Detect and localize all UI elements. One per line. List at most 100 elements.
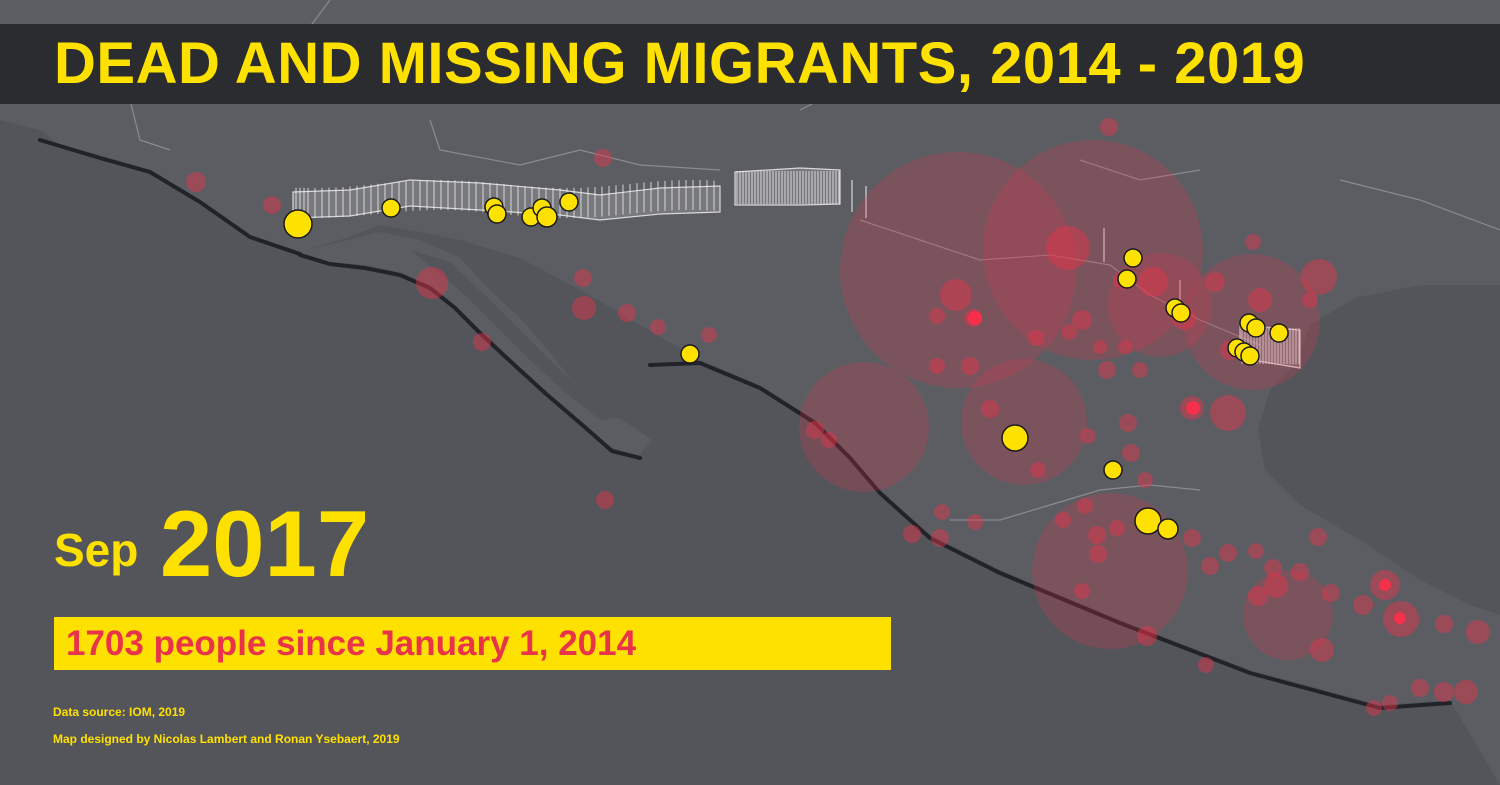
incident-circle	[574, 269, 592, 287]
incident-circle	[934, 504, 950, 520]
incident-circle	[806, 421, 824, 439]
incident-circle	[1118, 340, 1132, 354]
incident-circle	[931, 529, 949, 547]
incident-circle	[1183, 529, 1201, 547]
incident-circle	[596, 491, 614, 509]
incident-circle	[1088, 526, 1106, 544]
incident-circle	[1138, 267, 1168, 297]
current-incident-circle	[1117, 269, 1137, 289]
current-incident-circle	[680, 344, 700, 364]
incident-circle	[1434, 682, 1454, 702]
current-incident-circle	[559, 192, 579, 212]
incident-hotspot	[968, 311, 982, 325]
incident-circle	[1119, 414, 1137, 432]
current-incident-circle	[1240, 346, 1260, 366]
incident-circle	[1122, 444, 1140, 462]
current-month: Sep	[54, 524, 139, 576]
incident-circle	[1301, 259, 1337, 295]
incident-circle	[1291, 563, 1309, 581]
incident-circle	[1109, 520, 1125, 536]
incident-circle	[1046, 226, 1090, 270]
current-incident-circle	[536, 206, 558, 228]
incident-circle-large	[840, 152, 1076, 388]
incident-circle	[701, 327, 717, 343]
incident-circle	[961, 357, 979, 375]
incident-circle	[1077, 498, 1093, 514]
incident-circle	[929, 308, 945, 324]
coastline	[38, 138, 1452, 711]
incident-circle	[1055, 512, 1071, 528]
incident-circle	[1205, 272, 1225, 292]
summary-count: 1703 people since January 1, 2014	[66, 624, 637, 663]
incident-circle	[1028, 330, 1044, 346]
incident-circle	[1245, 234, 1261, 250]
incident-circle-large	[1032, 493, 1188, 649]
current-incident-circle	[1134, 507, 1162, 535]
incident-circle-large	[961, 359, 1087, 485]
data-source-credit: Data source: IOM, 2019	[53, 705, 186, 719]
incident-circle	[1093, 340, 1107, 354]
incident-circle-large	[1243, 570, 1333, 660]
incident-circle	[416, 267, 448, 299]
current-incident-circle	[381, 198, 401, 218]
incident-circle	[1089, 545, 1107, 563]
incident-circle	[1264, 574, 1288, 598]
incident-circle	[263, 196, 281, 214]
current-incident-circle	[1123, 248, 1143, 268]
page-title: DEAD AND MISSING MIGRANTS, 2014 - 2019	[54, 31, 1306, 96]
incident-hotspot	[1394, 612, 1406, 624]
incident-circle	[1210, 395, 1246, 431]
current-incident-circle	[1103, 460, 1123, 480]
incident-circle	[821, 432, 837, 448]
incident-circle	[1411, 679, 1429, 697]
incident-circle	[1061, 324, 1077, 340]
incident-circle	[1080, 428, 1096, 444]
past-incidents	[186, 118, 1490, 716]
incident-circle	[1435, 615, 1453, 633]
incident-circle	[1201, 557, 1219, 575]
title-bar	[0, 24, 1500, 104]
current-incident-circle	[487, 204, 507, 224]
incident-hotspot	[1379, 579, 1391, 591]
incident-circle	[1072, 310, 1092, 330]
incident-circle	[650, 319, 666, 335]
incident-circle	[1248, 543, 1264, 559]
incident-circle	[1248, 288, 1272, 312]
current-incident-circle	[1246, 318, 1266, 338]
incident-circle	[618, 304, 636, 322]
incident-circle	[1074, 583, 1090, 599]
incident-circle	[1198, 657, 1214, 673]
current-incident-circle	[283, 209, 313, 239]
incident-circle	[1466, 620, 1490, 644]
current-incident-circle	[1001, 424, 1029, 452]
incident-circle	[186, 172, 206, 192]
incident-circle	[940, 279, 972, 311]
incident-circle	[1219, 544, 1237, 562]
incident-circle	[967, 514, 983, 530]
incident-circle	[1309, 528, 1327, 546]
incident-circle	[981, 400, 999, 418]
incident-circle	[1132, 362, 1148, 378]
incident-circle	[594, 149, 612, 167]
incident-hotspot	[1186, 401, 1200, 415]
incident-circle	[929, 358, 945, 374]
current-incident-circle	[1157, 518, 1179, 540]
incident-circle	[1310, 638, 1334, 662]
incident-circle	[1264, 559, 1282, 577]
incident-circle	[903, 525, 921, 543]
incident-circle-large	[799, 362, 929, 492]
incident-circle	[1302, 292, 1318, 308]
incident-circle	[473, 333, 491, 351]
baja-california	[300, 232, 652, 455]
incident-circle	[1248, 586, 1268, 606]
incident-circle	[1137, 472, 1153, 488]
map-design-credit: Map designed by Nicolas Lambert and Rona…	[53, 732, 400, 746]
current-year: 2017	[160, 491, 370, 596]
summary-box: 1703 people since January 1, 2014	[54, 617, 891, 670]
incident-circle	[1098, 361, 1116, 379]
current-incident-circle	[1269, 323, 1289, 343]
gulf-of-california	[410, 250, 620, 420]
